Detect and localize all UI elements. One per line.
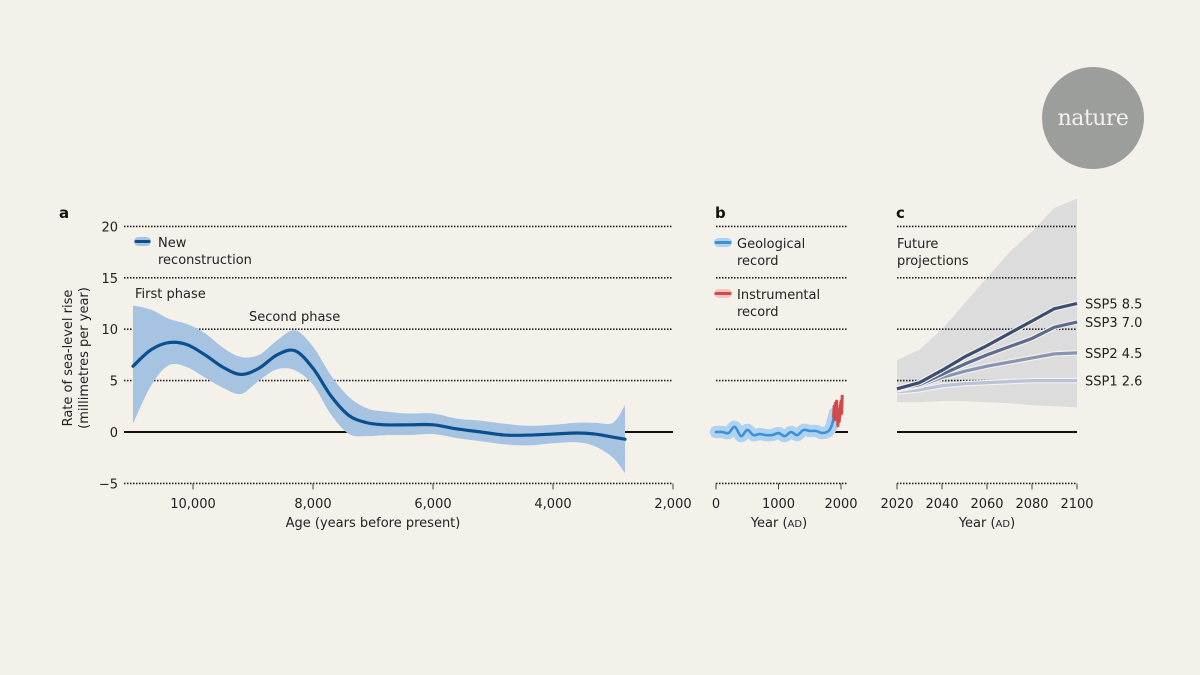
nature-logo: nature [1042, 67, 1144, 169]
y-tick-label: −5 [99, 477, 118, 492]
ssp-label-ssp5: SSP5 8.5 [1085, 298, 1142, 313]
y-tick-labels: 20 15 10 5 0 −5 [99, 220, 118, 492]
x-tick-labels-a: 10,000 8,000 6,000 4,000 2,000 [170, 497, 691, 512]
panel-letter-a: a [59, 204, 69, 222]
x-tick-label: 8,000 [294, 497, 331, 512]
legend-panel-b: Geological record Instrumental record [714, 237, 820, 320]
y-tick-label: 15 [101, 272, 118, 287]
x-tick-label: 2040 [925, 497, 958, 512]
annotation-future-line1: Future [897, 237, 938, 252]
reconstruction-uncertainty-band [133, 305, 625, 474]
plot-panel-c [896, 300, 1078, 395]
x-tick-label: 0 [712, 497, 720, 512]
instrumental-record-line [832, 394, 844, 428]
gridlines-panel-b [716, 225, 848, 485]
x-axis-panel-b [715, 483, 842, 490]
x-tick-label: 1000 [762, 497, 795, 512]
panel-letter-b: b [715, 204, 726, 222]
legend-geological-line1: Geological [737, 237, 805, 252]
legend-instrumental-line2: record [737, 305, 779, 320]
ssp-labels: SSP5 8.5 SSP3 7.0 SSP2 4.5 SSP1 2.6 [1085, 298, 1142, 390]
plot-panel-b [709, 394, 844, 443]
x-axis-title-c-era: AD [996, 519, 1011, 530]
projection-band [897, 198, 1077, 408]
x-axis-title-c: Year (AD) [958, 516, 1015, 531]
x-tick-labels-b: 0 1000 2000 [712, 497, 858, 512]
y-tick-label: 5 [110, 375, 118, 390]
annotation-first-phase: First phase [135, 287, 206, 302]
legend-geological-line2: record [737, 254, 779, 269]
geological-record-line [714, 412, 837, 438]
plot-panel-a [131, 305, 627, 474]
y-tick-label: 10 [101, 323, 118, 338]
ssp5-line [896, 301, 1078, 391]
x-axis-panel-c [896, 483, 1078, 490]
x-axis-title-b-main: Year ( [750, 516, 788, 531]
panel-letter-c: c [896, 204, 905, 222]
x-tick-label: 2000 [824, 497, 857, 512]
annotation-future-line2: projections [897, 254, 969, 269]
y-tick-label: 20 [101, 220, 118, 235]
x-axis-title-c-main: Year ( [958, 516, 996, 531]
ssp1-line [896, 379, 1077, 394]
legend-label-line1: New [158, 236, 187, 251]
x-tick-labels-c: 2020 2040 2060 2080 2100 [880, 497, 1093, 512]
x-axis-title-b-era: AD [788, 519, 803, 530]
x-tick-label: 2060 [970, 497, 1003, 512]
x-tick-label: 10,000 [170, 497, 216, 512]
projection-uncertainty-band [897, 198, 1077, 408]
x-axis-panel-a [192, 483, 674, 490]
y-axis-title: Rate of sea-level rise (millimetres per … [61, 287, 92, 429]
x-axis-title-c-end: ) [1010, 516, 1015, 531]
x-tick-label: 2020 [880, 497, 913, 512]
reconstruction-line [131, 340, 627, 441]
annotation-second-phase: Second phase [249, 310, 340, 325]
ssp-label-ssp1: SSP1 2.6 [1085, 375, 1142, 390]
legend-instrumental-line1: Instrumental [737, 288, 820, 303]
y-axis-title-line2: (millimetres per year) [77, 287, 92, 429]
legend-label-line2: reconstruction [158, 253, 252, 268]
x-axis-title-b: Year (AD) [750, 516, 807, 531]
ssp-label-ssp3: SSP3 7.0 [1085, 316, 1142, 331]
ssp-label-ssp2: SSP2 4.5 [1085, 347, 1142, 362]
nature-logo-text: nature [1057, 105, 1129, 131]
x-tick-label: 2,000 [654, 497, 691, 512]
x-tick-label: 2100 [1060, 497, 1093, 512]
x-tick-label: 6,000 [414, 497, 451, 512]
y-axis-title-line1: Rate of sea-level rise [61, 290, 76, 427]
legend-panel-a: New reconstruction [134, 236, 252, 268]
x-axis-title-b-end: ) [802, 516, 807, 531]
x-tick-label: 4,000 [534, 497, 571, 512]
y-tick-label: 0 [110, 426, 118, 441]
x-axis-title-a: Age (years before present) [286, 516, 461, 531]
x-tick-label: 2080 [1015, 497, 1048, 512]
